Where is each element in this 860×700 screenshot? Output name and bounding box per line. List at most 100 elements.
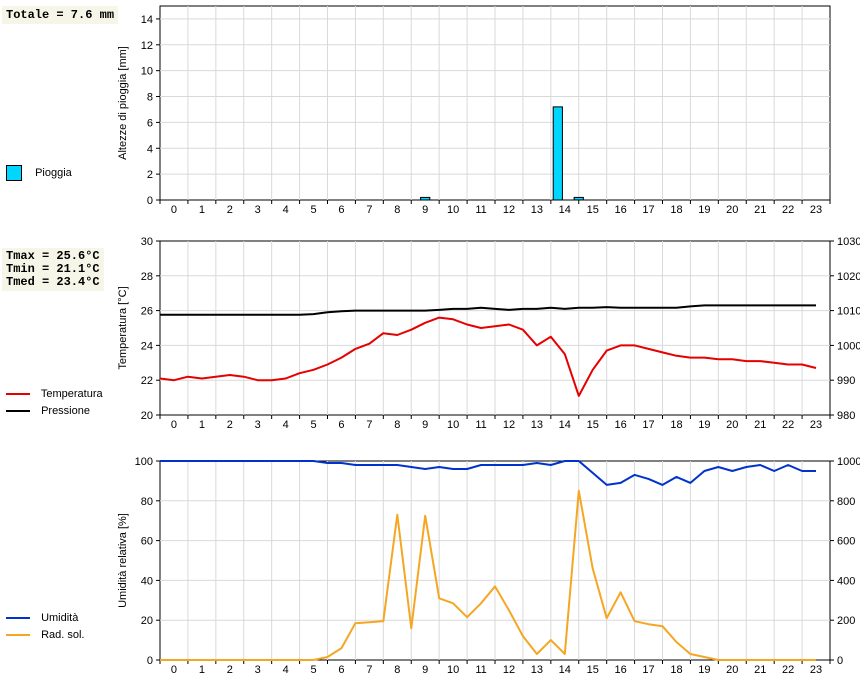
- svg-text:1: 1: [199, 204, 205, 216]
- svg-text:800: 800: [837, 496, 855, 508]
- svg-text:16: 16: [615, 419, 627, 431]
- svg-text:26: 26: [141, 306, 153, 318]
- svg-text:3: 3: [255, 664, 261, 676]
- svg-text:990: 990: [837, 375, 855, 387]
- svg-text:2: 2: [147, 169, 153, 181]
- svg-text:1000: 1000: [837, 456, 860, 468]
- svg-text:1010: 1010: [837, 306, 860, 318]
- svg-text:5: 5: [310, 664, 316, 676]
- svg-text:24: 24: [141, 340, 153, 352]
- svg-text:19: 19: [698, 204, 710, 216]
- svg-text:23: 23: [810, 664, 822, 676]
- svg-text:9: 9: [422, 204, 428, 216]
- svg-text:1020: 1020: [837, 271, 860, 283]
- temperature-pressure-chart: 0123456789101112131415161718192021222320…: [0, 235, 860, 455]
- svg-text:80: 80: [141, 496, 153, 508]
- svg-text:14: 14: [141, 14, 153, 26]
- svg-text:18: 18: [670, 419, 682, 431]
- svg-text:4: 4: [283, 664, 289, 676]
- svg-text:0: 0: [171, 419, 177, 431]
- svg-text:5: 5: [310, 204, 316, 216]
- svg-text:14: 14: [559, 664, 571, 676]
- svg-text:17: 17: [642, 664, 654, 676]
- svg-text:40: 40: [141, 575, 153, 587]
- svg-text:22: 22: [782, 419, 794, 431]
- svg-text:9: 9: [422, 419, 428, 431]
- svg-text:13: 13: [531, 419, 543, 431]
- svg-text:17: 17: [642, 204, 654, 216]
- svg-text:100: 100: [135, 456, 153, 468]
- svg-text:10: 10: [141, 66, 153, 78]
- svg-text:1030: 1030: [837, 236, 860, 248]
- svg-text:21: 21: [754, 664, 766, 676]
- svg-text:980: 980: [837, 410, 855, 422]
- svg-text:15: 15: [587, 664, 599, 676]
- svg-text:Temperatura [°C]: Temperatura [°C]: [117, 286, 129, 369]
- svg-text:22: 22: [782, 204, 794, 216]
- svg-text:21: 21: [754, 204, 766, 216]
- svg-text:11: 11: [475, 664, 486, 676]
- svg-text:3: 3: [255, 204, 261, 216]
- svg-text:7: 7: [366, 664, 372, 676]
- svg-text:1000: 1000: [837, 340, 860, 352]
- svg-text:20: 20: [141, 615, 153, 627]
- svg-text:4: 4: [283, 204, 289, 216]
- svg-text:200: 200: [837, 615, 855, 627]
- rain-chart: 0123456789101112131415161718192021222302…: [0, 0, 860, 240]
- svg-text:0: 0: [147, 195, 153, 207]
- svg-text:6: 6: [338, 664, 344, 676]
- svg-text:20: 20: [726, 419, 738, 431]
- svg-text:6: 6: [147, 117, 153, 129]
- svg-text:8: 8: [147, 92, 153, 104]
- svg-text:1: 1: [199, 664, 205, 676]
- svg-text:30: 30: [141, 236, 153, 248]
- svg-text:9: 9: [422, 664, 428, 676]
- svg-text:20: 20: [726, 664, 738, 676]
- svg-text:400: 400: [837, 575, 855, 587]
- svg-text:0: 0: [171, 664, 177, 676]
- svg-text:60: 60: [141, 536, 153, 548]
- svg-text:12: 12: [503, 204, 515, 216]
- svg-text:Umidità relativa [%]: Umidità relativa [%]: [117, 513, 129, 608]
- svg-text:28: 28: [141, 271, 153, 283]
- svg-text:600: 600: [837, 536, 855, 548]
- svg-text:7: 7: [366, 419, 372, 431]
- svg-text:20: 20: [141, 410, 153, 422]
- svg-text:15: 15: [587, 419, 599, 431]
- svg-text:0: 0: [147, 655, 153, 667]
- svg-text:3: 3: [255, 419, 261, 431]
- svg-text:Altezze di pioggia [mm]: Altezze di pioggia [mm]: [117, 46, 129, 160]
- svg-text:23: 23: [810, 419, 822, 431]
- svg-text:19: 19: [698, 664, 710, 676]
- svg-text:21: 21: [754, 419, 766, 431]
- svg-text:11: 11: [475, 419, 486, 431]
- svg-text:12: 12: [141, 40, 153, 52]
- svg-text:18: 18: [670, 664, 682, 676]
- svg-text:10: 10: [447, 419, 459, 431]
- svg-text:22: 22: [141, 375, 153, 387]
- svg-text:2: 2: [227, 204, 233, 216]
- svg-text:12: 12: [503, 664, 515, 676]
- svg-text:8: 8: [394, 419, 400, 431]
- svg-text:23: 23: [810, 204, 822, 216]
- svg-text:5: 5: [310, 419, 316, 431]
- svg-text:7: 7: [366, 204, 372, 216]
- svg-text:2: 2: [227, 664, 233, 676]
- svg-text:4: 4: [147, 143, 153, 155]
- svg-text:2: 2: [227, 419, 233, 431]
- svg-text:16: 16: [615, 204, 627, 216]
- svg-text:12: 12: [503, 419, 515, 431]
- svg-text:14: 14: [559, 419, 571, 431]
- svg-text:10: 10: [447, 664, 459, 676]
- svg-text:14: 14: [559, 204, 571, 216]
- svg-text:16: 16: [615, 664, 627, 676]
- svg-text:4: 4: [283, 419, 289, 431]
- svg-text:17: 17: [642, 419, 654, 431]
- svg-text:19: 19: [698, 419, 710, 431]
- svg-text:6: 6: [338, 419, 344, 431]
- svg-text:13: 13: [531, 664, 543, 676]
- humidity-radiation-chart: 0123456789101112131415161718192021222302…: [0, 455, 860, 700]
- svg-text:10: 10: [447, 204, 459, 216]
- svg-text:8: 8: [394, 664, 400, 676]
- svg-text:20: 20: [726, 204, 738, 216]
